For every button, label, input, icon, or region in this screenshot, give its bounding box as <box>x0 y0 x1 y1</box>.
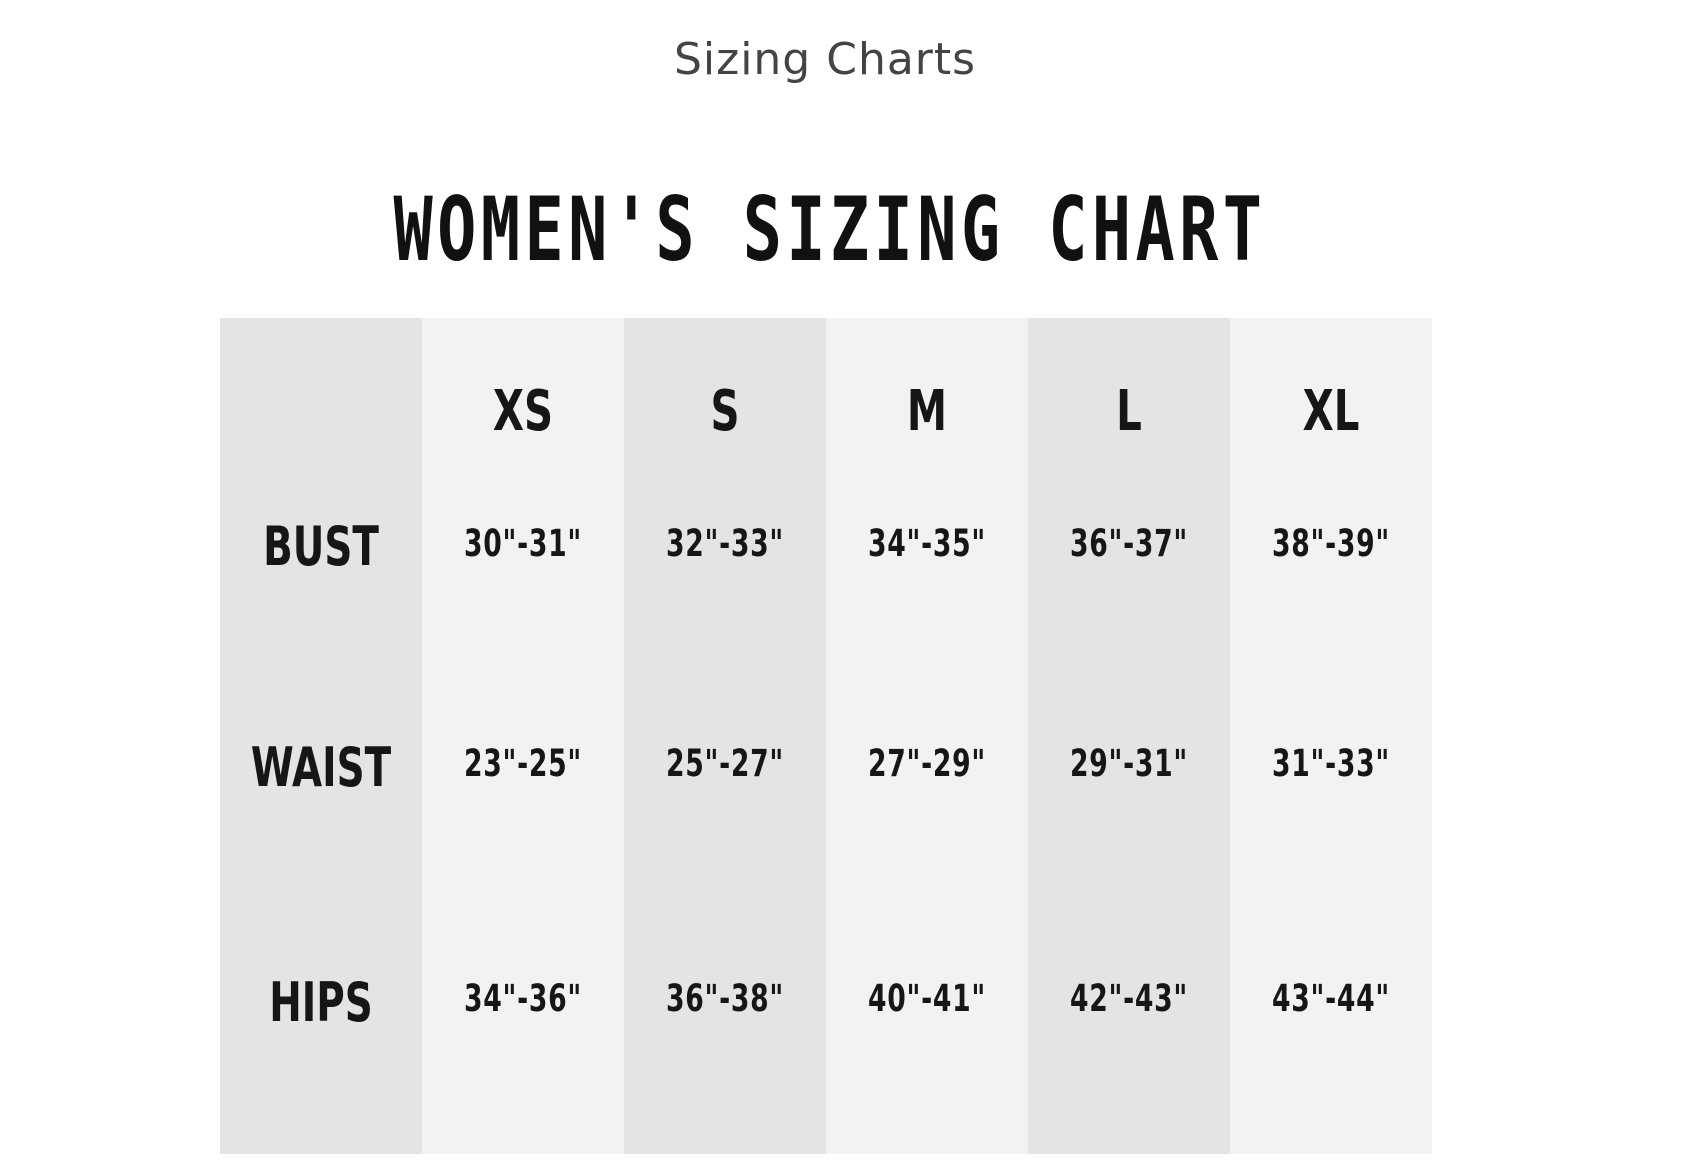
waist-value-xl: 31"-33" <box>1271 742 1390 785</box>
row-label-bust: BUST <box>263 515 379 578</box>
row-label-hips: HIPS <box>269 971 373 1034</box>
bust-value-xs: 30"-31" <box>463 522 582 565</box>
hips-value-m: 40"-41" <box>867 977 986 1020</box>
size-column-l: L 36"-37" 29"-31" 42"-43" <box>1028 318 1230 1154</box>
size-column-m: M 34"-35" 27"-29" 40"-41" <box>826 318 1028 1154</box>
hips-value-xl: 43"-44" <box>1271 977 1390 1020</box>
size-column-s: S 32"-33" 25"-27" 36"-38" <box>624 318 826 1154</box>
measurement-label-column: BUST WAIST HIPS <box>220 318 422 1154</box>
bust-value-xl: 38"-39" <box>1271 522 1390 565</box>
row-label-waist: WAIST <box>250 736 392 799</box>
waist-value-l: 29"-31" <box>1069 742 1188 785</box>
size-header-xl: XL <box>1302 379 1360 444</box>
size-column-xl: XL 38"-39" 31"-33" 43"-44" <box>1230 318 1432 1154</box>
bust-value-l: 36"-37" <box>1069 522 1188 565</box>
hips-value-s: 36"-38" <box>665 977 784 1020</box>
page-title: Sizing Charts <box>673 34 977 85</box>
sizing-table: BUST WAIST HIPS XS 30"-31" 23"-25" 34"-3… <box>220 318 1432 1154</box>
size-header-m: M <box>906 379 948 444</box>
chart-title: WOMEN'S SIZING CHART <box>393 178 1267 281</box>
size-header-xs: XS <box>492 379 554 444</box>
hips-value-l: 42"-43" <box>1069 977 1188 1020</box>
bust-value-s: 32"-33" <box>665 522 784 565</box>
waist-value-s: 25"-27" <box>665 742 784 785</box>
waist-value-xs: 23"-25" <box>463 742 582 785</box>
hips-value-xs: 34"-36" <box>463 977 582 1020</box>
size-header-l: L <box>1116 379 1142 444</box>
size-header-s: S <box>710 379 740 444</box>
bust-value-m: 34"-35" <box>867 522 986 565</box>
waist-value-m: 27"-29" <box>867 742 986 785</box>
size-column-xs: XS 30"-31" 23"-25" 34"-36" <box>422 318 624 1154</box>
